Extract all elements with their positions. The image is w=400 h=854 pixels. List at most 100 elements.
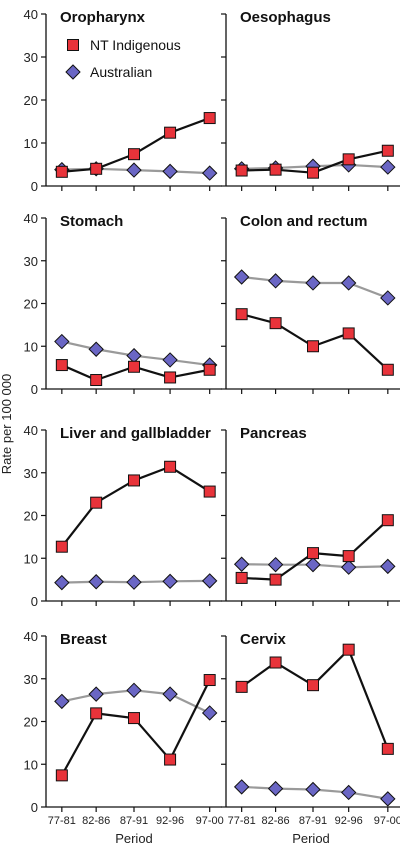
cervix-australian-point-1: [267, 780, 284, 797]
stomach-ytick-label-40: 40: [24, 211, 38, 226]
breast-xtick-label-2: 87-91: [120, 815, 148, 827]
liver-and-gallbladder-ytick-label-30: 30: [24, 466, 38, 481]
legend-nt-indigenous-label: NT Indigenous: [90, 37, 181, 53]
breast-nt-indigenous-point-3: [164, 753, 177, 766]
stomach-ytick-label-30: 30: [24, 254, 38, 269]
cervix-xtick-label-4: 97-00: [374, 815, 400, 827]
pancreas-nt-indigenous-point-4: [381, 514, 394, 527]
breast-xtick-label-3: 92-96: [156, 815, 184, 827]
cervix-xtick-label-0: 77-81: [228, 815, 256, 827]
colon-and-rectum-panel-title: Colon and rectum: [240, 213, 368, 230]
breast-nt-indigenous-point-0: [55, 769, 68, 782]
pancreas-australian-point-0: [233, 556, 250, 572]
colon-and-rectum-australian-point-3: [340, 275, 357, 291]
liver-and-gallbladder-ytick-label-40: 40: [24, 423, 38, 438]
breast-xtick-label-0: 77-81: [48, 815, 76, 827]
legend-australian-marker: [65, 64, 81, 80]
liver-and-gallbladder-australian-point-2: [126, 574, 142, 590]
cervix-nt-indigenous-point-0: [235, 680, 248, 693]
colon-and-rectum-australian-point-1: [267, 273, 284, 289]
stomach-australian-point-2: [126, 347, 142, 364]
liver-and-gallbladder-australian-point-4: [201, 573, 218, 589]
breast-xtick-label-4: 97-00: [196, 815, 224, 827]
oropharynx-nt-indigenous-point-4: [203, 112, 216, 125]
oropharynx-australian-point-4: [201, 165, 218, 181]
liver-and-gallbladder-nt-indigenous-point-0: [55, 540, 68, 553]
breast-nt-indigenous-point-1: [90, 707, 103, 720]
oesophagus-nt-indigenous-point-3: [342, 153, 355, 166]
oropharynx-nt-indigenous-point-0: [55, 165, 68, 178]
oropharynx-nt-indigenous-point-3: [164, 126, 177, 139]
stomach-nt-indigenous-point-2: [128, 360, 140, 373]
liver-and-gallbladder-australian-point-0: [54, 574, 70, 591]
oesophagus-nt-indigenous-point-2: [307, 166, 319, 179]
stomach-nt-indigenous-point-1: [90, 374, 103, 387]
colon-and-rectum-nt-indigenous-point-4: [381, 363, 394, 376]
liver-and-gallbladder-nt-indigenous-point-3: [164, 460, 177, 473]
breast-ytick-label-30: 30: [24, 672, 38, 687]
x-axis-title-left: Period: [115, 831, 153, 846]
oropharynx-australian-point-3: [162, 163, 178, 180]
oropharynx-nt-indigenous-point-2: [128, 148, 140, 161]
breast-xtick-label-1: 82-86: [82, 815, 110, 827]
pancreas-australian-point-2: [305, 556, 321, 573]
liver-and-gallbladder-australian-point-1: [88, 574, 104, 590]
stomach-ytick-label-10: 10: [24, 339, 38, 354]
legend-nt-indigenous-marker: [67, 39, 79, 51]
pancreas-nt-indigenous-point-1: [269, 573, 282, 586]
colon-and-rectum-nt-indigenous-point-1: [269, 317, 282, 330]
breast-australian-point-0: [54, 693, 70, 710]
pancreas-australian-point-4: [380, 558, 396, 575]
text-layer: Rate per 100 000 Period Period 0 10 20 30 40…: [0, 7, 400, 846]
cervix-nt-indigenous-point-2: [307, 679, 319, 692]
oropharynx-nt-indigenous-point-1: [90, 162, 103, 175]
oropharynx-australian-point-2: [126, 162, 142, 178]
pancreas-nt-indigenous-point-2: [307, 547, 319, 560]
oesophagus-australian-point-4: [380, 159, 396, 175]
liver-and-gallbladder-nt-indigenous-point-1: [90, 496, 103, 509]
colon-and-rectum-australian-point-2: [305, 275, 321, 291]
oesophagus-panel-title: Oesophagus: [240, 9, 331, 26]
liver-and-gallbladder-panel-title: Liver and gallbladder: [60, 425, 211, 442]
oesophagus-nt-indigenous-point-0: [235, 164, 248, 177]
pancreas-australian-point-3: [340, 559, 357, 575]
y-axis-title: Rate per 100 000: [0, 374, 14, 474]
cervix-australian-point-4: [380, 791, 396, 807]
cervix-xtick-label-3: 92-96: [335, 815, 363, 827]
liver-and-gallbladder-ytick-label-20: 20: [24, 509, 38, 524]
cervix-australian-point-2: [305, 781, 321, 798]
oropharynx-ytick-label-10: 10: [24, 136, 38, 151]
oesophagus-nt-indigenous-point-4: [381, 144, 394, 157]
oropharynx-ytick-label-40: 40: [24, 7, 38, 22]
oropharynx-ytick-label-30: 30: [24, 50, 38, 65]
cervix-nt-indigenous-point-3: [342, 643, 355, 656]
cervix-australian-point-0: [233, 779, 250, 795]
pancreas-nt-indigenous-point-3: [342, 550, 355, 563]
liver-and-gallbladder-ytick-label-0: 0: [31, 594, 38, 609]
breast-ytick-label-20: 20: [24, 715, 38, 730]
colon-and-rectum-australian-point-4: [380, 290, 396, 306]
breast-panel-title: Breast: [60, 631, 107, 648]
liver-and-gallbladder-ytick-label-10: 10: [24, 551, 38, 566]
liver-and-gallbladder-nt-indigenous-point-2: [128, 474, 140, 487]
colon-and-rectum-nt-indigenous-point-0: [235, 308, 248, 321]
breast-australian-point-4: [201, 705, 218, 721]
colon-and-rectum-nt-indigenous-point-3: [342, 327, 355, 340]
stomach-ytick-label-0: 0: [31, 382, 38, 397]
breast-ytick-label-40: 40: [24, 629, 38, 644]
colon-and-rectum-australian-point-0: [233, 269, 250, 285]
breast-nt-indigenous-point-2: [128, 712, 140, 725]
oropharynx-ytick-label-0: 0: [31, 179, 38, 194]
pancreas-australian-point-1: [267, 556, 284, 573]
liver-and-gallbladder-nt-indigenous-point-4: [203, 485, 216, 498]
legend-australian-label: Australian: [90, 64, 152, 80]
stomach-australian-point-3: [162, 352, 178, 368]
cervix-panel-title: Cervix: [240, 631, 287, 648]
cervix-nt-indigenous-line: [241, 648, 389, 750]
breast-ytick-label-10: 10: [24, 757, 38, 772]
colon-and-rectum-nt-indigenous-point-2: [307, 340, 319, 353]
oropharynx-ytick-label-20: 20: [24, 93, 38, 108]
stomach-nt-indigenous-point-0: [55, 359, 68, 372]
